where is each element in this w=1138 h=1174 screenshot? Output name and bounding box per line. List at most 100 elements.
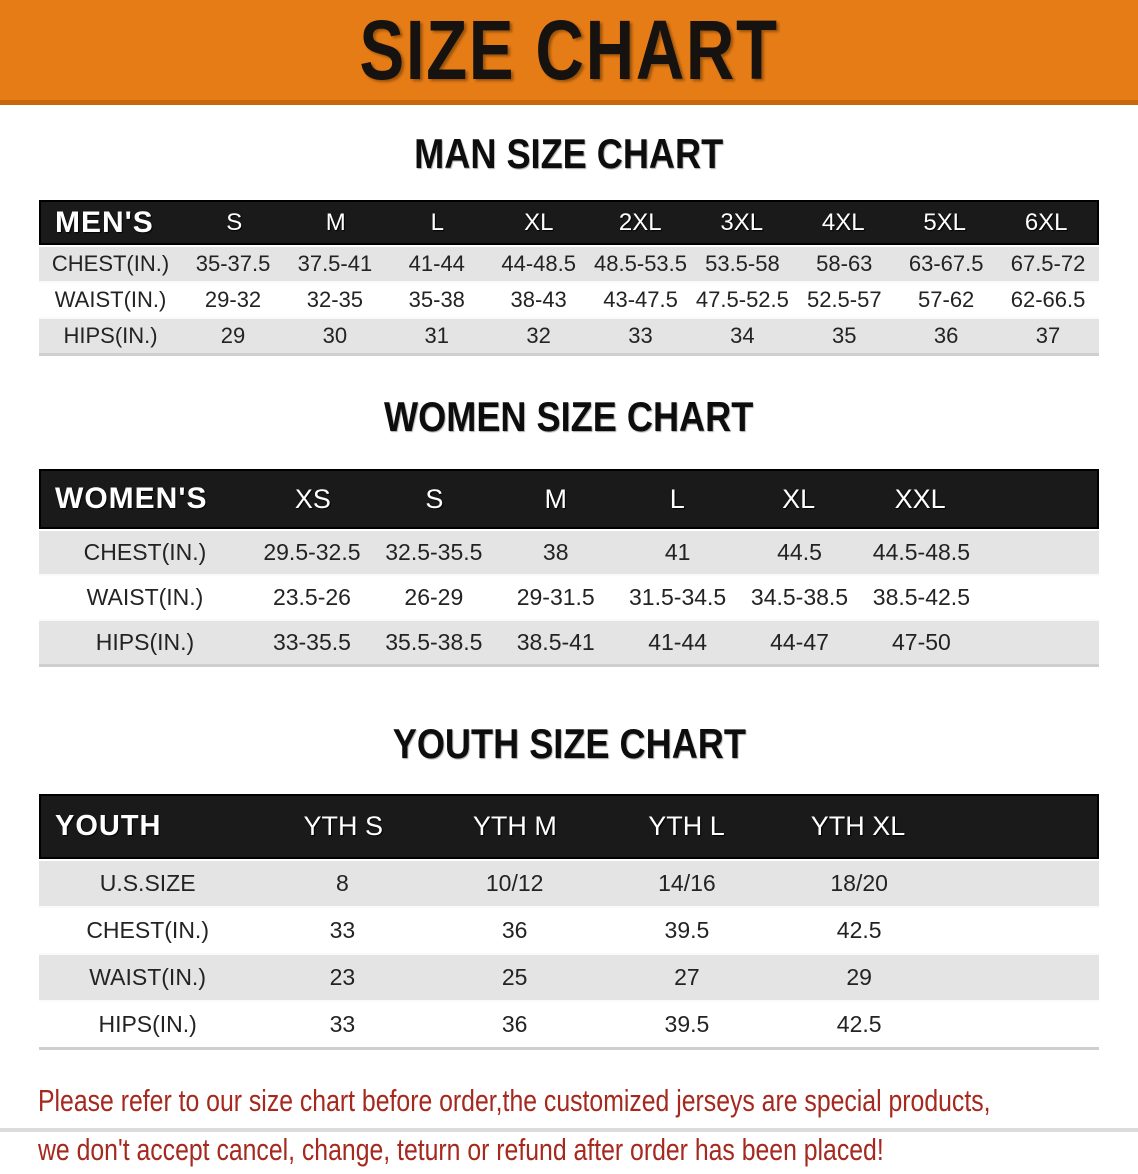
size-column-header: XL (782, 483, 816, 514)
size-value: 34 (730, 323, 755, 348)
section-heading-text: WOMEN SIZE CHART (384, 393, 754, 440)
size-value: 33 (329, 917, 356, 943)
row-label: CHEST(IN.) (83, 539, 207, 565)
row-label: CHEST(IN.) (86, 917, 209, 943)
row-label: WAIST(IN.) (54, 287, 167, 312)
size-value: 31.5-34.5 (629, 584, 727, 610)
row-spacer (982, 531, 1099, 574)
size-column-header: YTH L (648, 811, 725, 841)
size-value: 52.5-57 (806, 287, 882, 312)
table-row: HIPS(IN.) 33 36 39.5 42.5 (39, 1000, 1099, 1050)
size-column-header: 2XL (618, 208, 662, 236)
size-value: 29-32 (204, 287, 262, 312)
size-column-header: L (669, 483, 685, 514)
size-value: 10/12 (485, 870, 544, 896)
size-value: 25 (501, 964, 528, 990)
size-value: 67.5-72 (1010, 251, 1086, 276)
table-row: CHEST(IN.) 33 36 39.5 42.5 (39, 906, 1099, 953)
size-value: 48.5-53.5 (594, 251, 688, 276)
disclaimer: Please refer to our size chart before or… (0, 1076, 1138, 1174)
size-value: 41-44 (408, 251, 465, 276)
size-value: 53.5-58 (705, 251, 780, 276)
size-column-header: XS (294, 483, 331, 514)
row-label: HIPS(IN.) (63, 323, 158, 348)
table-row: CHEST(IN.) 29.5-32.5 32.5-35.5 38 41 44.5 44.5… (39, 531, 1099, 574)
table-row: WAIST(IN.) 29-32 32-35 35-38 38-43 43-47.5 47.… (39, 281, 1099, 317)
size-column-header: S (226, 208, 243, 236)
size-column-header: YTH M (472, 811, 557, 841)
size-table-youth: YOUTH YTH S YTH M YTH L YTH XL U.S.SIZE 8 10/12… (39, 794, 1099, 1050)
size-value: 35-37.5 (195, 251, 271, 276)
size-value: 37.5-41 (297, 251, 373, 276)
size-column-header: S (425, 483, 444, 514)
size-value: 35 (832, 323, 857, 348)
table-label: WOMEN'S (55, 482, 208, 515)
section-heading-youth: YOUTH SIZE CHART (0, 667, 1138, 794)
row-spacer (945, 908, 1099, 953)
table-row: WAIST(IN.) 23 25 27 29 (39, 953, 1099, 1000)
section-heading-women: WOMEN SIZE CHART (0, 356, 1138, 469)
size-value: 35.5-38.5 (385, 629, 483, 655)
size-column-header: YTH S (303, 811, 384, 841)
table-header-row: WOMEN'S XS S M L XL XXL (39, 469, 1099, 529)
section-heading-text: YOUTH SIZE CHART (392, 720, 746, 767)
size-value: 42.5 (836, 1011, 882, 1037)
size-column-header: YTH XL (810, 811, 906, 841)
header-spacer (981, 471, 1097, 527)
size-value: 38-43 (510, 287, 567, 312)
size-value: 43-47.5 (603, 287, 678, 312)
size-value: 32.5-35.5 (385, 539, 483, 565)
size-value: 58-63 (816, 251, 873, 276)
size-column-header: 3XL (720, 208, 764, 236)
size-value: 29 (220, 323, 246, 348)
size-value: 38.5-41 (516, 629, 595, 655)
row-label: CHEST(IN.) (51, 251, 170, 276)
size-value: 44-47 (770, 629, 829, 655)
size-value: 33 (329, 1011, 356, 1037)
size-value: 38.5-42.5 (872, 584, 970, 610)
size-value: 36 (501, 917, 528, 943)
row-spacer (945, 955, 1099, 1000)
size-value: 44.5 (777, 539, 822, 565)
size-value: 27 (674, 964, 700, 990)
section-heading-men: MAN SIZE CHART (0, 105, 1138, 200)
size-value: 34.5-38.5 (750, 584, 849, 610)
row-spacer (982, 621, 1099, 664)
size-column-header: M (544, 483, 568, 514)
row-label: U.S.SIZE (99, 870, 196, 896)
size-value: 47.5-52.5 (695, 287, 789, 312)
size-value: 29-31.5 (516, 584, 595, 610)
size-value: 18/20 (830, 870, 888, 896)
table-label: YOUTH (55, 810, 162, 842)
size-value: 41 (664, 539, 691, 565)
size-value: 44.5-48.5 (872, 539, 970, 565)
size-value: 8 (336, 870, 349, 896)
size-value: 26-29 (404, 584, 464, 610)
section-heading-text: MAN SIZE CHART (414, 130, 724, 177)
size-value: 44-48.5 (501, 251, 576, 276)
row-spacer (982, 576, 1099, 619)
size-value: 23.5-26 (272, 584, 351, 610)
size-value: 14/16 (658, 870, 716, 896)
row-label: WAIST(IN.) (89, 964, 206, 990)
size-section-men: MAN SIZE CHART MEN'S S M L XL 2XL 3XL 4XL 5XL 6XL… (0, 105, 1138, 356)
size-value: 57-62 (918, 287, 975, 312)
row-label: WAIST(IN.) (86, 584, 204, 610)
size-column-header: M (325, 208, 346, 236)
table-row: HIPS(IN.) 33-35.5 35.5-38.5 38.5-41 41-44 44-… (39, 619, 1099, 667)
table-row: WAIST(IN.) 23.5-26 26-29 29-31.5 31.5-34.5 34… (39, 574, 1099, 619)
table-row: HIPS(IN.) 29 30 31 32 33 34 35 36 37 (39, 317, 1099, 356)
size-table-men: MEN'S S M L XL 2XL 3XL 4XL 5XL 6XL CHEST(IN.) 35-37… (39, 200, 1099, 356)
size-value: 37 (1035, 323, 1061, 348)
size-value: 39.5 (664, 917, 710, 943)
size-column-header: L (430, 208, 444, 236)
row-spacer (945, 861, 1099, 906)
table-header-row: YOUTH YTH S YTH M YTH L YTH XL (39, 794, 1099, 859)
size-value: 23 (329, 964, 356, 990)
size-column-header: 6XL (1024, 208, 1068, 236)
row-spacer (945, 1002, 1099, 1047)
row-label: HIPS(IN.) (95, 629, 195, 655)
size-section-youth: YOUTH SIZE CHART YOUTH YTH S YTH M YTH L YTH… (0, 667, 1138, 1050)
table-label: MEN'S (55, 205, 154, 239)
